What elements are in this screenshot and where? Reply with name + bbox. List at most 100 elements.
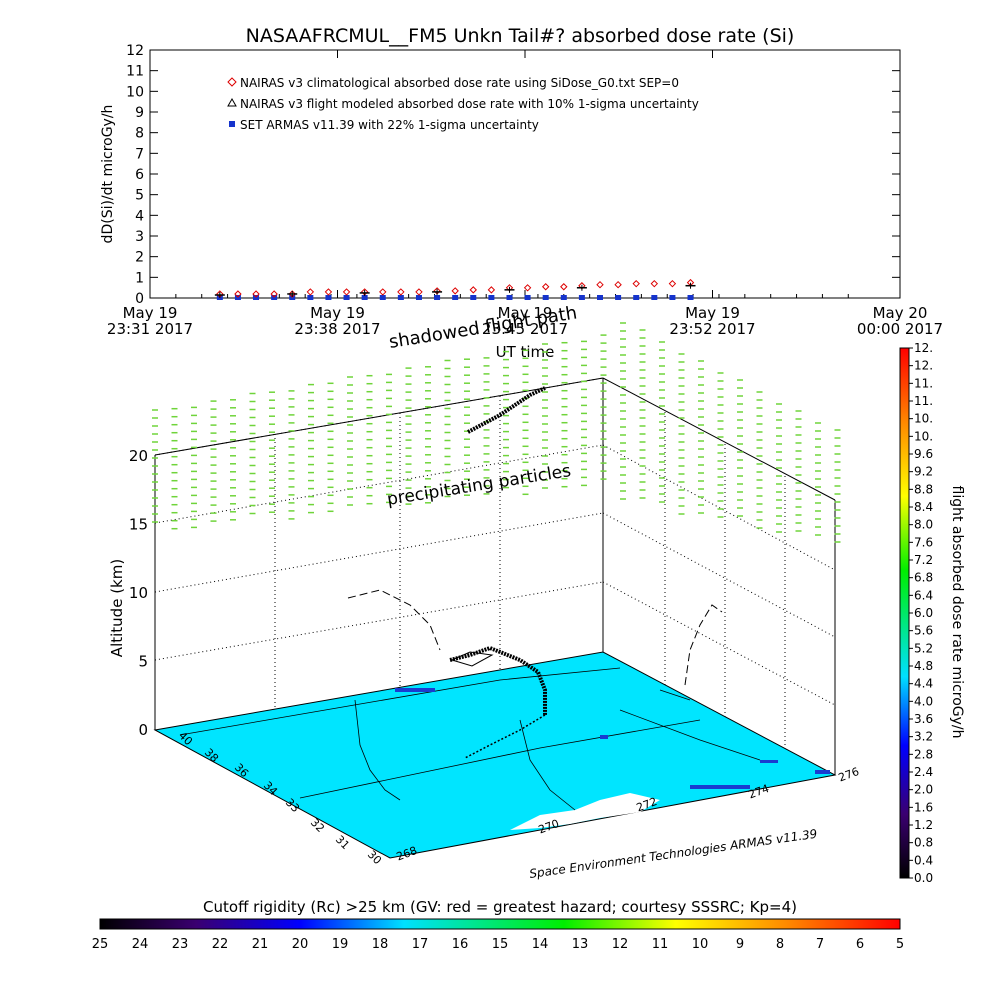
rigidity-tick-label: 8 [776, 937, 784, 952]
nairas-climatological-point [487, 286, 496, 294]
colorbar-tick-label: 9.6 [914, 447, 933, 461]
rigidity-tick-label: 20 [292, 937, 309, 952]
armas-point [307, 295, 314, 300]
armas-point [578, 295, 585, 300]
altitude-tick-label: 0 [138, 721, 148, 739]
x-tick-time: 23:45 2017 [482, 320, 568, 338]
colorbar-tick-label: 1.2 [914, 818, 933, 832]
rigidity-tick-label: 13 [572, 937, 589, 952]
x-tick-date: May 19 [310, 304, 365, 322]
y-tick-label: 0 [135, 291, 144, 307]
armas-point [379, 295, 386, 300]
nairas-climatological-point [523, 284, 532, 292]
colorbar-tick-label: 11. [914, 394, 933, 408]
legend-diamond-marker [227, 77, 237, 87]
credit-annotation: Space Environment Technologies ARMAS v11… [528, 827, 818, 881]
armas-point [397, 295, 404, 300]
shadow-projection [347, 589, 723, 686]
legend-label: NAIRAS v3 flight modeled absorbed dose r… [240, 97, 699, 111]
x-tick-date: May 20 [873, 304, 928, 322]
colorbar-tick-label: 5.6 [914, 624, 933, 638]
nairas-climatological-point [541, 283, 550, 291]
rigidity-tick-label: 18 [372, 937, 389, 952]
rigidity-tick-label: 22 [212, 937, 229, 952]
armas-point [506, 295, 513, 300]
rigidity-tick-label: 16 [452, 937, 469, 952]
armas-point [687, 295, 694, 300]
nairas-climatological-point [596, 280, 604, 289]
colorbar-tick-label: 1.6 [914, 800, 933, 814]
armas-point [560, 295, 567, 300]
x-tick-time: 00:00 2017 [857, 320, 943, 338]
top-data-marks [214, 278, 696, 300]
armas-point [343, 295, 350, 300]
y-tick-label: 12 [126, 43, 144, 59]
cutoff-rigidity-title: Cutoff rigidity (Rc) >25 km (GV: red = g… [203, 898, 797, 916]
nairas-climatological-point [252, 290, 260, 298]
legend-triangle-marker [227, 97, 237, 107]
colorbar-tick-label: 6.8 [914, 571, 933, 585]
rigidity-tick-label: 23 [172, 937, 189, 952]
armas-point [325, 295, 332, 300]
colorbar-tick-label: 8.4 [914, 500, 933, 514]
nairas-climatological-point [632, 279, 640, 288]
colorbar-tick-label: 0.4 [914, 853, 933, 867]
top-x-axis-label: UT time [496, 343, 555, 361]
armas-point [597, 295, 603, 300]
legend-label: SET ARMAS v11.39 with 22% 1-sigma uncert… [240, 118, 539, 132]
nairas-climatological-point [270, 290, 278, 298]
flight-box [450, 651, 494, 667]
armas-point [524, 295, 531, 300]
precipitating-particle-markers [152, 322, 841, 543]
armas-point [633, 295, 640, 300]
dose-rate-colorbar-ticks: 0.0 0.4 0.8 1.2 1.6 2.0 2.4 2.8 3.2 3.6 4.0 4.4 4.8 5… [909, 341, 933, 885]
colorbar-tick-label: 4.0 [914, 694, 933, 708]
rigidity-tick-label: 11 [652, 937, 669, 952]
nairas-climatological-point [234, 290, 242, 298]
precipitating-particles-annotation: precipitating particles [386, 461, 573, 510]
rigidity-tick-label: 24 [132, 937, 149, 952]
y-tick-label: 8 [135, 126, 144, 142]
colorbar-tick-label: 11. [914, 376, 933, 390]
colorbar-tick-label: 4.4 [914, 677, 933, 691]
rigidity-tick-label: 9 [736, 937, 744, 952]
altitude-axis-label: Altitude (km) [108, 559, 126, 657]
colorbar-tick-label: 7.6 [914, 535, 933, 549]
dose-rate-colorbar [899, 347, 910, 879]
x-tick-date: May 19 [498, 304, 553, 322]
colorbar-tick-label: 9.2 [914, 465, 933, 479]
nairas-climatological-point [668, 279, 677, 288]
x-tick-time: 23:38 2017 [294, 320, 380, 338]
y-tick-label: 9 [135, 105, 144, 121]
dose-rate-colorbar-label: flight absorbed dose rate microGy/h [949, 486, 965, 739]
gulf-coast-water [510, 793, 660, 830]
altitude-tick-label: 20 [129, 447, 148, 465]
rigidity-tick-label: 12 [612, 937, 629, 952]
colorbar-tick-label: 8.8 [914, 482, 933, 496]
rigidity-tick-label: 17 [412, 937, 429, 952]
colorbar-tick-label: 4.8 [914, 659, 933, 673]
rigidity-tick-label: 7 [816, 937, 824, 952]
armas-point [470, 295, 477, 300]
nairas-climatological-point [415, 288, 423, 296]
rigidity-tick-label: 6 [856, 937, 864, 952]
legend-square-marker [229, 121, 235, 127]
armas-point [542, 295, 549, 300]
colorbar-tick-label: 3.2 [914, 730, 933, 744]
y-tick-label: 10 [126, 84, 144, 100]
y-tick-label: 7 [135, 146, 144, 162]
rigidity-tick-label: 14 [532, 937, 549, 952]
y-tick-label: 4 [135, 208, 144, 224]
armas-point [361, 295, 368, 300]
nairas-climatological-point [469, 286, 477, 294]
y-tick-label: 3 [135, 229, 144, 245]
armas-point [415, 295, 422, 300]
nairas-climatological-point [342, 288, 351, 296]
colorbar-tick-label: 10. [914, 412, 933, 426]
colorbar-tick-label: 2.4 [914, 765, 933, 779]
map-water-features [395, 688, 830, 789]
flight-3d-plot: shadowed flight path precipitating parti… [108, 302, 861, 881]
colorbar-tick-label: 5.2 [914, 641, 933, 655]
nairas-climatological-point [397, 288, 405, 296]
